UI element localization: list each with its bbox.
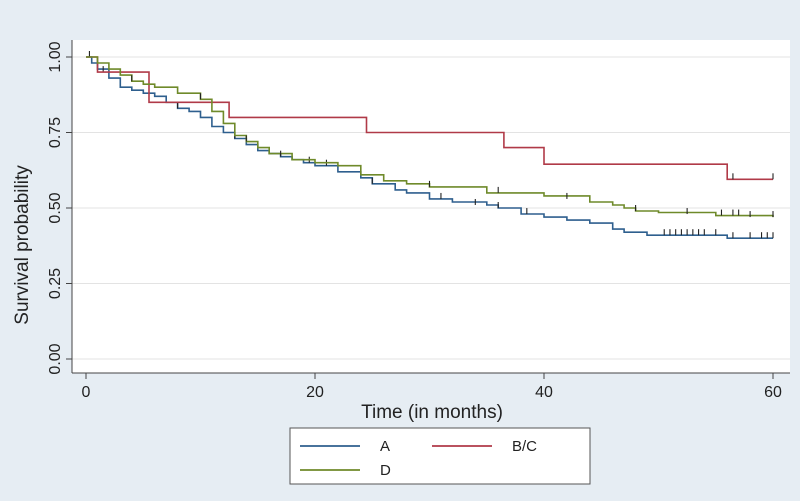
y-tick-label: 0.50 [47, 192, 64, 223]
y-tick-label: 1.00 [47, 41, 64, 72]
x-tick-label: 60 [764, 384, 782, 401]
survival-curve [86, 56, 773, 181]
legend-label: B/C [512, 438, 537, 455]
x-tick-label: 40 [535, 384, 553, 401]
y-tick-label: 0.25 [47, 268, 64, 299]
y-tick-label: 0.00 [47, 343, 64, 374]
series-layer [86, 51, 774, 239]
y-tick-label: 0.75 [47, 117, 64, 148]
legend: A B/C D [289, 427, 591, 485]
plot-area [72, 40, 790, 373]
legend-box [289, 427, 591, 485]
legend-item: D [300, 462, 391, 479]
legend-label: D [380, 462, 391, 479]
series-b-c [86, 51, 774, 181]
legend-item: B/C [432, 438, 537, 455]
x-tick-label: 0 [82, 384, 91, 401]
y-tick-labels: 0.00 0.25 0.50 0.75 1.00 [47, 41, 64, 374]
axes [66, 40, 790, 379]
x-tick-labels: 0 20 40 60 [82, 384, 782, 401]
legend-label: A [380, 438, 390, 455]
x-axis-title: Time (in months) [361, 402, 503, 423]
y-axis-title: Survival probability [12, 165, 33, 325]
series-d [86, 56, 774, 218]
legend-item: A [300, 438, 390, 455]
survival-curve [86, 56, 774, 218]
x-tick-label: 20 [306, 384, 324, 401]
